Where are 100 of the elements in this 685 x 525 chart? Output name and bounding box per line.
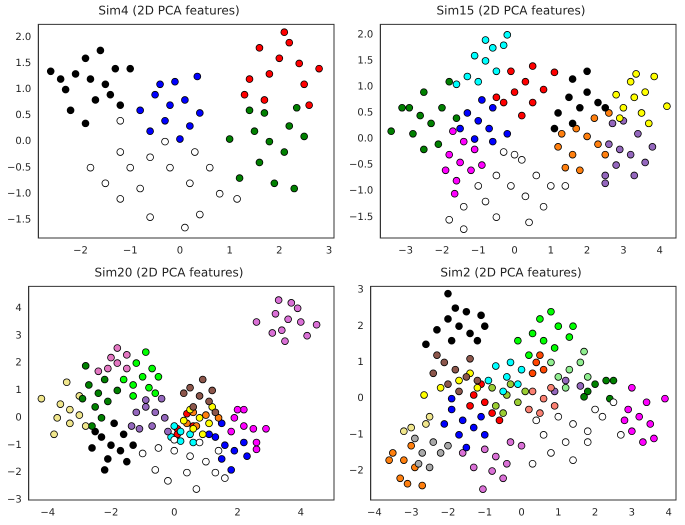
point <box>120 376 128 384</box>
point <box>536 351 544 359</box>
point <box>305 101 313 109</box>
point <box>442 166 450 174</box>
point <box>482 57 490 65</box>
point <box>484 376 492 384</box>
point <box>409 130 417 138</box>
point <box>554 412 562 421</box>
point <box>400 427 408 436</box>
point <box>240 90 248 99</box>
point <box>639 438 647 446</box>
point <box>610 398 618 406</box>
x-tick-label: 3 <box>620 246 627 257</box>
point <box>82 54 90 62</box>
point <box>418 449 426 457</box>
x-tick-label: 3 <box>628 508 636 519</box>
point <box>233 195 241 203</box>
point <box>558 130 566 138</box>
y-tick-label: −1.0 <box>348 186 374 197</box>
point <box>312 320 320 329</box>
point <box>126 64 134 72</box>
point <box>262 425 270 433</box>
y-tick-label: 1.0 <box>15 84 32 96</box>
point <box>420 146 428 154</box>
chart-title: Sim2 (2D PCA features) <box>440 265 582 280</box>
point <box>522 192 530 200</box>
point <box>532 416 540 424</box>
point <box>569 322 577 330</box>
x-tick-label: 2 <box>584 246 590 257</box>
y-tick-label: −0.5 <box>348 160 374 171</box>
point <box>536 409 544 417</box>
point <box>485 124 493 132</box>
point <box>138 450 146 458</box>
point <box>276 54 284 62</box>
point <box>514 380 522 388</box>
point <box>94 367 102 376</box>
point <box>230 414 238 422</box>
x-tick-label: 0 <box>176 246 184 257</box>
point <box>76 411 84 419</box>
point <box>470 391 478 399</box>
point <box>576 358 584 366</box>
point <box>114 386 122 394</box>
point <box>181 224 189 232</box>
point <box>500 41 508 50</box>
point <box>218 455 226 463</box>
point <box>107 441 115 450</box>
y-tick-label: −2 <box>6 467 22 478</box>
point <box>198 376 207 384</box>
point <box>492 94 500 102</box>
x-tick-label: 1 <box>548 246 554 257</box>
point <box>280 28 288 36</box>
point <box>106 90 114 99</box>
point <box>256 44 264 52</box>
point <box>506 358 514 366</box>
point <box>154 372 162 381</box>
point <box>196 392 204 400</box>
point <box>290 184 298 192</box>
x-tick-label: −3 <box>398 246 414 257</box>
x-tick-label: 4 <box>665 508 672 519</box>
point <box>128 422 136 430</box>
point <box>644 120 653 128</box>
point <box>528 98 536 106</box>
point <box>151 466 160 474</box>
point <box>445 150 454 158</box>
x-tick-label: 4 <box>298 508 304 519</box>
y-tick-label: 0.5 <box>357 108 374 119</box>
point <box>601 104 610 112</box>
point <box>499 409 507 417</box>
point <box>525 406 533 414</box>
point <box>429 369 438 378</box>
point <box>488 44 497 52</box>
point <box>638 109 646 117</box>
point <box>470 135 478 143</box>
point <box>138 372 146 381</box>
x-tick-label: 3 <box>326 246 332 257</box>
point <box>170 436 178 444</box>
point <box>214 414 222 422</box>
x-tick-label: 1 <box>226 246 233 257</box>
point <box>452 80 460 88</box>
point <box>414 460 422 468</box>
y-tick-label: 1.5 <box>357 55 374 66</box>
point <box>422 340 430 348</box>
point <box>478 161 486 169</box>
point <box>566 366 574 374</box>
point <box>452 366 460 374</box>
point <box>650 434 658 442</box>
point <box>452 114 460 122</box>
point <box>129 441 137 450</box>
point <box>528 369 536 378</box>
point <box>389 449 397 457</box>
point <box>123 458 131 466</box>
point <box>590 114 598 122</box>
point <box>183 468 191 476</box>
point <box>280 148 288 156</box>
point <box>196 414 204 422</box>
point <box>583 88 591 96</box>
point <box>474 78 482 86</box>
point <box>281 337 289 345</box>
point <box>496 416 504 424</box>
point <box>444 380 452 388</box>
